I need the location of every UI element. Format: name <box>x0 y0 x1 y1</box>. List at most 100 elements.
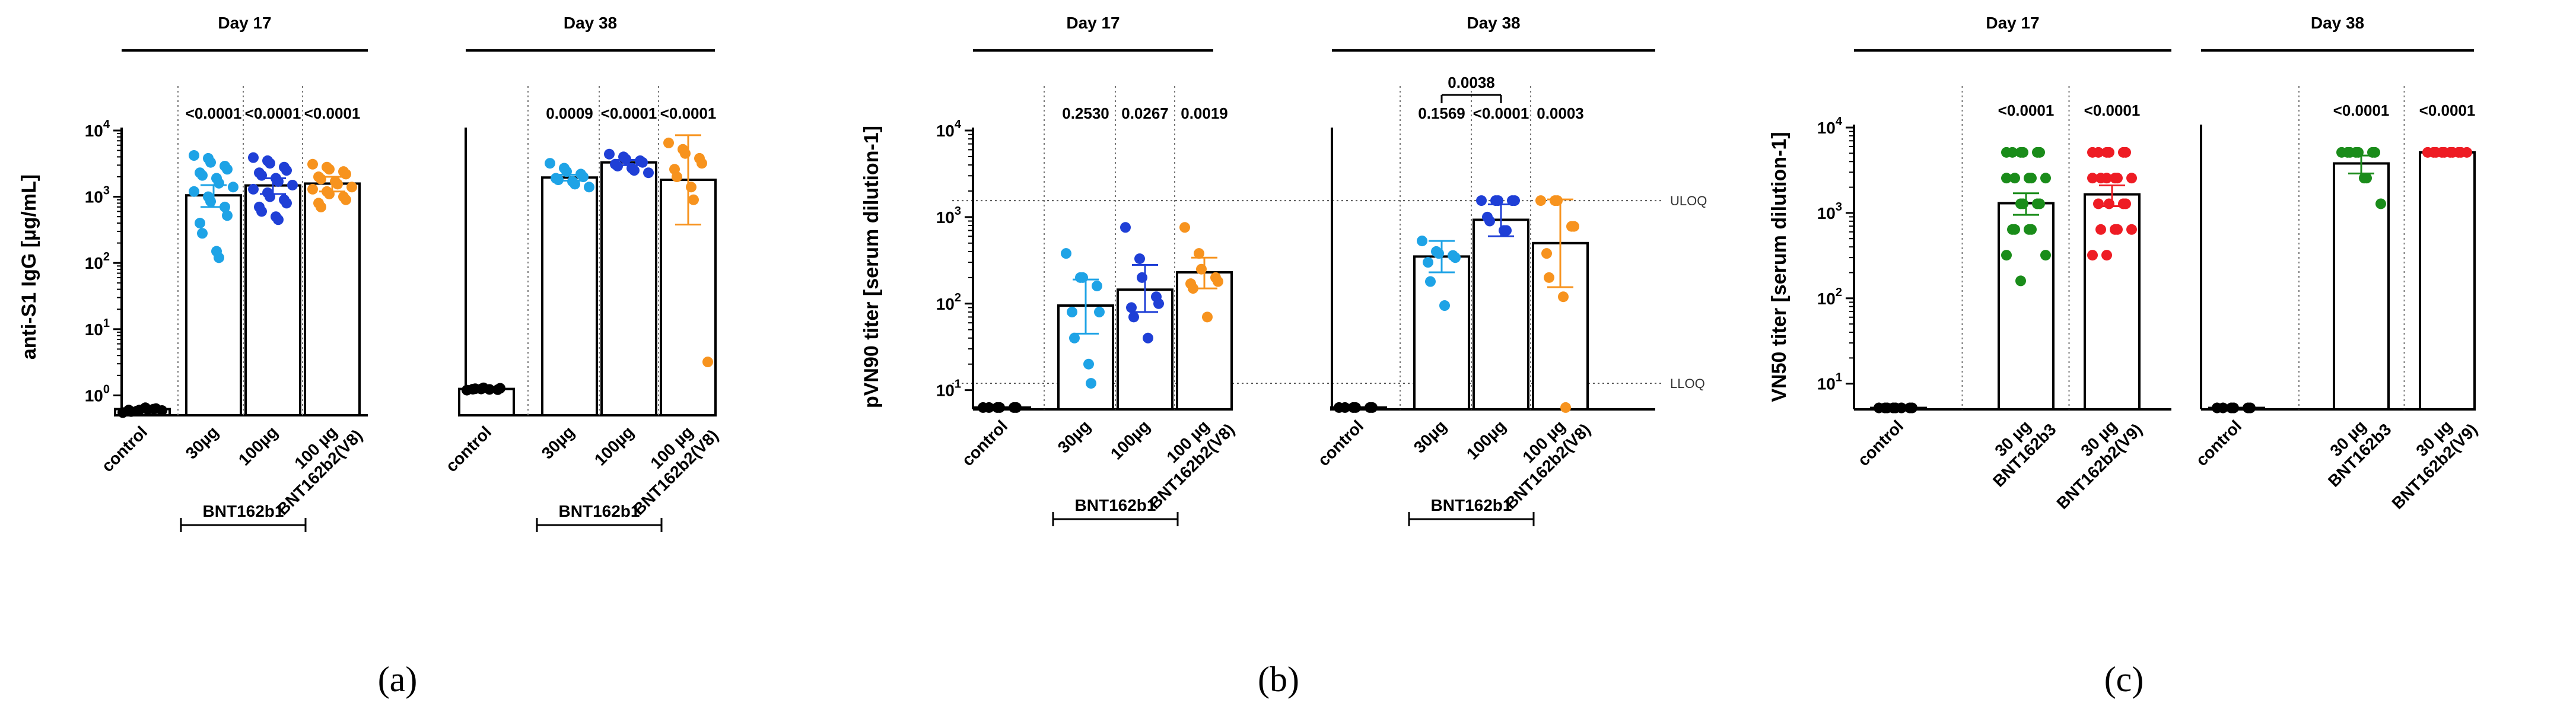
panel0-group0-point-1 <box>228 182 238 193</box>
panel0-group1-pvalue-2: <0.0001 <box>601 104 657 122</box>
panel1-label: (b) <box>1258 660 1299 699</box>
panel1-group1-point-1 <box>1439 300 1450 311</box>
panel0-group1-point-2 <box>604 148 615 160</box>
panel1-group0-point-0 <box>994 402 1005 413</box>
panel1-group0-title: Day 17 <box>1066 14 1120 32</box>
panel1-group0-point-0 <box>1011 402 1022 413</box>
panel0-group1-xtick-label-1: 30µg <box>538 422 578 462</box>
panel1-group0-point-3 <box>1194 248 1204 259</box>
panel0-group1-xtick-label-2: 100µg <box>591 422 637 469</box>
panel0-group0-point-2 <box>248 183 259 195</box>
panel0-group1-bracket-label: BNT162b1 <box>559 502 640 520</box>
panel2-group1-pvalue-2: <0.0001 <box>2419 101 2476 119</box>
panel1-ytick-label: 102 <box>936 291 961 313</box>
panel1-group0-point-3 <box>1179 222 1190 233</box>
panel1-group0-point-1 <box>1061 248 1071 259</box>
panel0-group0-point-0 <box>157 405 167 416</box>
panel0-group0-point-1 <box>197 228 208 239</box>
panel2-group1-point-2 <box>2461 147 2472 158</box>
panel0-group1-point-3 <box>688 194 699 205</box>
panel0-group0-title: Day 17 <box>218 14 271 32</box>
panel1-group1-point-1 <box>1450 252 1461 263</box>
panel2-group0-point-2 <box>2101 173 2112 184</box>
panel0-group0-bar-3 <box>304 182 361 416</box>
panel2-group0-xtick-label-2: 30 µgBNT162b2(V9) <box>2038 406 2145 513</box>
panel0-group1-point-0 <box>484 384 495 395</box>
panel2-group0-pvalue-1: <0.0001 <box>1998 101 2055 119</box>
panel0-group0-point-2 <box>273 214 284 225</box>
panel1-group0-point-1 <box>1067 306 1077 317</box>
panel0-group0-xtick-label-1: 30µg <box>182 422 222 462</box>
panel2-group0-point-1 <box>2026 224 2037 235</box>
panel1-group1-point-3 <box>1560 402 1571 413</box>
panel0-group0-point-1 <box>214 177 224 189</box>
panel2-group0-point-2 <box>2120 198 2131 209</box>
panel2-group0-point-2 <box>2093 198 2104 209</box>
panel1-group0-bar-3 <box>1176 271 1233 411</box>
panel0-group0-pvalue-2: <0.0001 <box>245 104 301 122</box>
panel1-group1-point-2 <box>1476 195 1487 206</box>
panel2-group0-point-1 <box>2034 147 2045 158</box>
panel0-ytick-label: 100 <box>85 383 110 405</box>
panel1-group1-point-2 <box>1509 195 1520 206</box>
panel2-group0-point-1 <box>2040 173 2051 184</box>
panel1-group1-bar-1 <box>1413 255 1470 411</box>
panel0-group1-point-3 <box>697 158 707 169</box>
panel0-y-axis-label: anti-S1 IgG [µg/mL] <box>18 174 40 360</box>
panel0-group0-pvalue-3: <0.0001 <box>304 104 361 122</box>
panel2-group1-point-0 <box>2218 402 2228 414</box>
panel1-group1-point-2 <box>1501 225 1512 236</box>
panel1-group0-point-2 <box>1134 253 1145 265</box>
panel1-group0-point-3 <box>1202 311 1213 323</box>
panel2-group0-bar-1 <box>1998 202 2055 411</box>
panel1-group1-point-0 <box>1340 402 1350 413</box>
panel0-group1-point-0 <box>470 383 481 395</box>
panel2-group0-point-2 <box>2093 147 2104 158</box>
panel1-group1-comparison-pvalue: 0.0038 <box>1448 74 1495 91</box>
panel2-group0-point-1 <box>2034 198 2045 209</box>
panel2-ytick-label: 104 <box>1817 115 1843 137</box>
panel2-group0-point-2 <box>2112 173 2123 184</box>
panel2-group0-point-1 <box>2001 173 2012 184</box>
panel1-group1-xtick-label-2: 100µg <box>1463 416 1509 463</box>
panel1-group1-title: Day 38 <box>1467 14 1520 32</box>
panel1-group0-point-1 <box>1092 280 1102 291</box>
panel2-group0-title: Day 17 <box>1986 14 2039 32</box>
panel0-group0-point-3 <box>346 182 357 193</box>
panel0-group1-point-1 <box>584 182 594 193</box>
panel2-group0-point-1 <box>2009 224 2020 235</box>
panel0-group0-bracket-label: BNT162b1 <box>203 502 284 520</box>
panel0-group0-point-3 <box>332 179 343 190</box>
panel2-group0-point-2 <box>2087 173 2098 184</box>
panel0-group1-point-3 <box>663 137 674 148</box>
panel0-group1-point-2 <box>637 157 648 168</box>
panel2-group0-point-0 <box>1896 402 1907 414</box>
panel0-label: (a) <box>378 660 418 699</box>
panel2-group1-point-0 <box>2245 402 2256 414</box>
panel2-ytick-label: 103 <box>1817 201 1842 222</box>
panel2-group1-xtick-label-2: 30 µgBNT162b2(V9) <box>2374 406 2480 513</box>
panel1-group0-point-2 <box>1126 302 1137 313</box>
panel2-group0-xtick-label-1: 30 µgBNT162b3 <box>1975 406 2060 491</box>
panel0-ytick-label: 102 <box>85 250 110 272</box>
panel1-group0-point-2 <box>1128 311 1139 323</box>
panel2-group0-pvalue-2: <0.0001 <box>2084 101 2141 119</box>
panel0-group0-point-2 <box>281 198 292 209</box>
panel0-group1-bar-2 <box>600 161 657 416</box>
panel1-group1-point-3 <box>1535 195 1546 206</box>
panel0-ytick-label: 101 <box>85 317 110 339</box>
panel1-y-axis-label: pVN90 titer [serum dilution-1] <box>860 126 883 408</box>
panel2-group1-bar-2 <box>2419 151 2476 411</box>
panel2-group0-point-0 <box>1907 402 1917 414</box>
panel1-ytick-label: 101 <box>936 378 961 400</box>
panel2-group1-title: Day 38 <box>2311 14 2364 32</box>
panel0-group1-xtick-label-0: control <box>442 422 495 475</box>
panel0-ytick-label: 104 <box>85 118 110 140</box>
panel1-group1-xtick-label-1: 30µg <box>1410 416 1450 456</box>
panel1-group1-point-2 <box>1493 195 1503 206</box>
panel1-group1-point-1 <box>1425 276 1436 287</box>
panel0-group1-point-1 <box>545 158 555 169</box>
panel0-group0-point-1 <box>189 186 199 197</box>
panel1-group0-point-1 <box>1069 332 1080 344</box>
panel1-ytick-label: 104 <box>936 118 962 140</box>
